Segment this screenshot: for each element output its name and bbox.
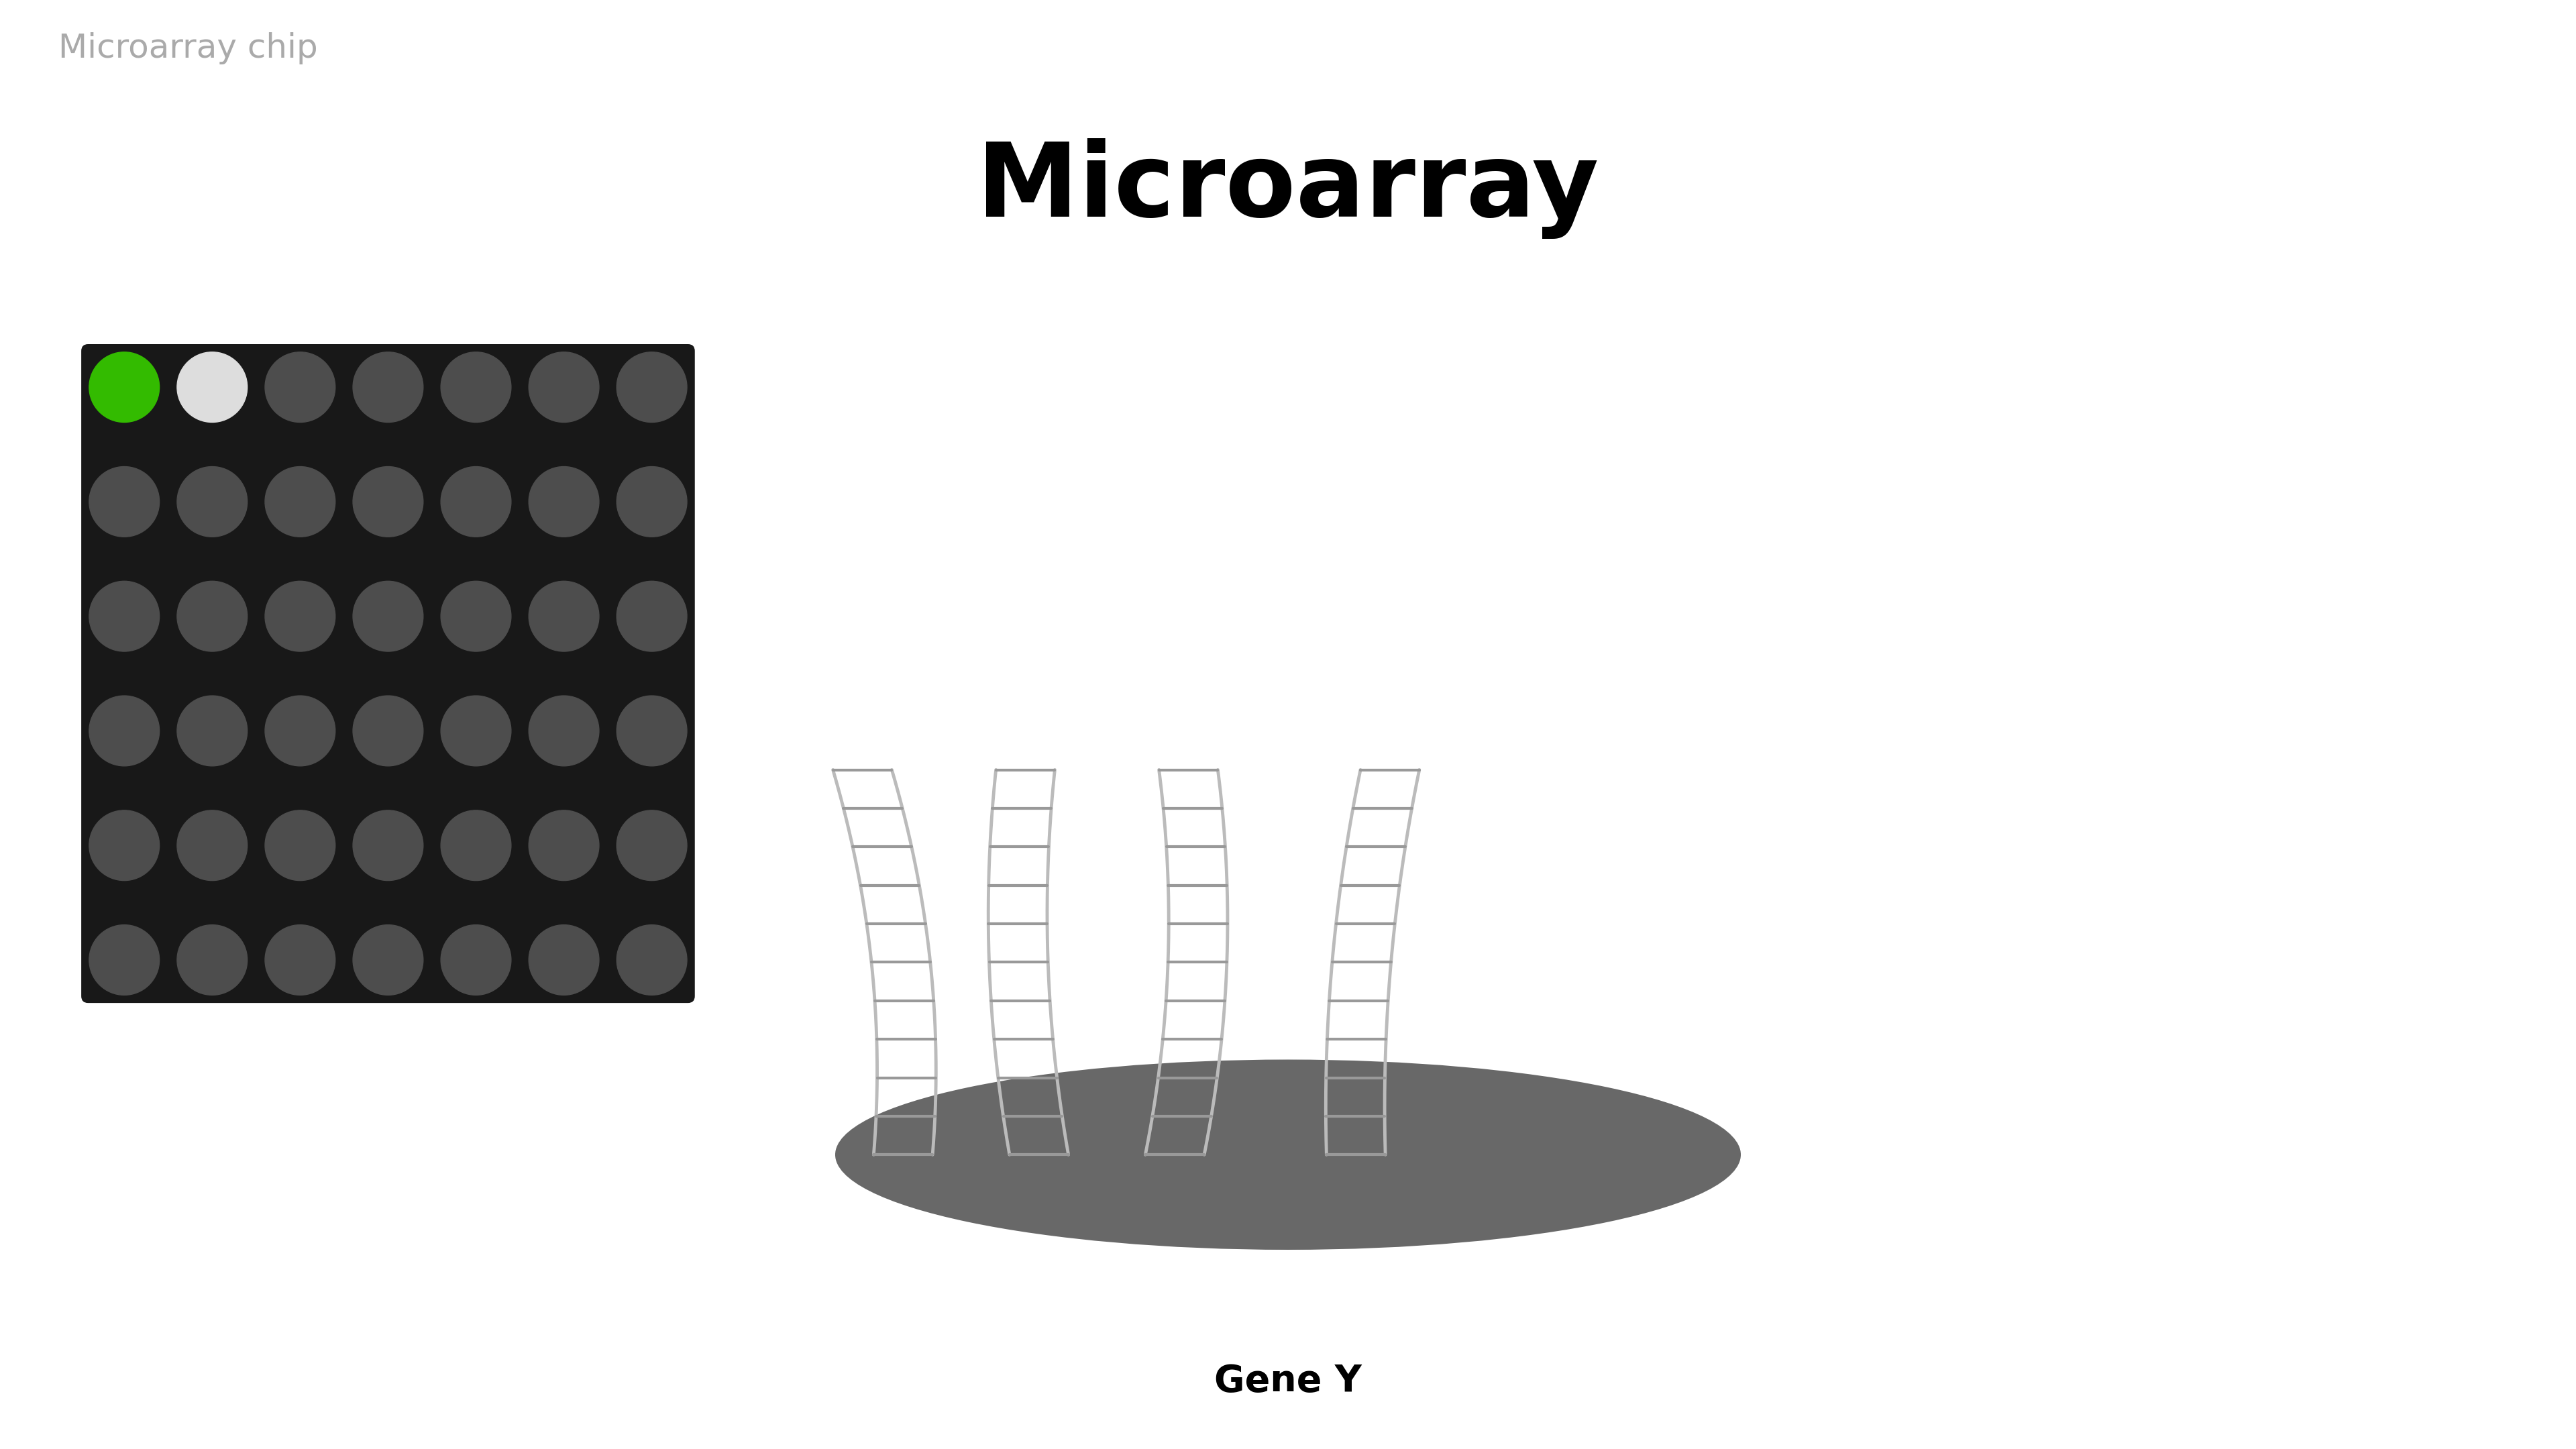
Circle shape — [440, 581, 510, 652]
Circle shape — [616, 696, 688, 767]
Circle shape — [90, 810, 160, 881]
Circle shape — [265, 696, 335, 767]
Circle shape — [616, 924, 688, 995]
Circle shape — [265, 352, 335, 422]
Circle shape — [440, 696, 510, 767]
Circle shape — [616, 352, 688, 422]
Circle shape — [178, 810, 247, 881]
Circle shape — [265, 467, 335, 536]
Text: Microarray chip: Microarray chip — [59, 32, 317, 64]
Ellipse shape — [835, 1059, 1741, 1249]
Circle shape — [90, 696, 160, 767]
Circle shape — [440, 924, 510, 995]
Circle shape — [528, 696, 600, 767]
Circle shape — [528, 810, 600, 881]
Circle shape — [265, 810, 335, 881]
Text: Gene Y: Gene Y — [1213, 1364, 1363, 1400]
Circle shape — [528, 467, 600, 536]
Circle shape — [528, 924, 600, 995]
Circle shape — [353, 924, 422, 995]
Circle shape — [353, 352, 422, 422]
Circle shape — [90, 924, 160, 995]
Circle shape — [440, 467, 510, 536]
Circle shape — [353, 467, 422, 536]
Circle shape — [178, 924, 247, 995]
Circle shape — [616, 581, 688, 652]
Circle shape — [616, 810, 688, 881]
Circle shape — [178, 696, 247, 767]
Circle shape — [265, 924, 335, 995]
Circle shape — [265, 581, 335, 652]
Circle shape — [440, 810, 510, 881]
Circle shape — [353, 696, 422, 767]
Circle shape — [528, 352, 600, 422]
Circle shape — [353, 810, 422, 881]
Circle shape — [90, 581, 160, 652]
Circle shape — [178, 581, 247, 652]
Circle shape — [178, 352, 247, 422]
Circle shape — [178, 467, 247, 536]
Circle shape — [528, 581, 600, 652]
Text: Microarray: Microarray — [976, 138, 1600, 239]
Circle shape — [440, 352, 510, 422]
Circle shape — [90, 352, 160, 422]
Circle shape — [90, 467, 160, 536]
Circle shape — [353, 581, 422, 652]
Circle shape — [616, 467, 688, 536]
FancyBboxPatch shape — [82, 343, 696, 1003]
